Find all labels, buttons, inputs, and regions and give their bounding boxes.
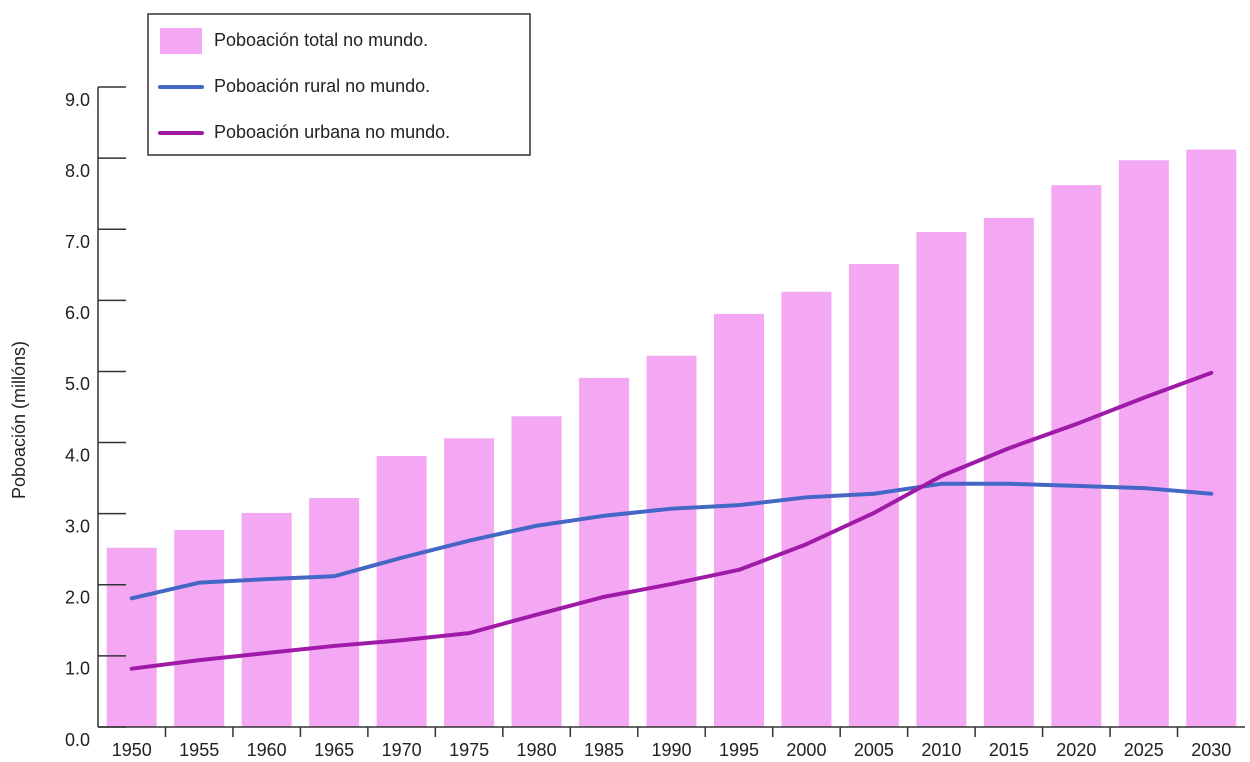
bar [579, 377, 630, 727]
x-tick-label: 2000 [786, 740, 826, 760]
bar [241, 512, 292, 727]
x-tick-label: 1960 [247, 740, 287, 760]
x-tick-label: 1985 [584, 740, 624, 760]
bar [983, 217, 1034, 727]
y-tick-label: 4.0 [65, 445, 90, 465]
y-tick-label: 3.0 [65, 516, 90, 536]
y-tick-label: 9.0 [65, 90, 90, 110]
x-tick-label: 2010 [921, 740, 961, 760]
legend-swatch [160, 28, 202, 54]
legend-label: Poboación total no mundo. [214, 30, 428, 50]
y-tick-label: 1.0 [65, 659, 90, 679]
bar [444, 438, 495, 727]
bar [376, 456, 427, 727]
y-tick-label: 2.0 [65, 588, 90, 608]
y-axis-label: Poboación (millóns) [9, 341, 29, 499]
bar [106, 547, 157, 727]
x-tick-label: 2005 [854, 740, 894, 760]
x-tick-label: 1955 [179, 740, 219, 760]
x-tick-label: 1975 [449, 740, 489, 760]
x-tick-label: 1965 [314, 740, 354, 760]
bar [174, 530, 225, 727]
x-tick-label: 1995 [719, 740, 759, 760]
x-tick-label: 2020 [1056, 740, 1096, 760]
bar [1186, 149, 1237, 728]
bar [916, 232, 967, 728]
x-tick-label: 1980 [517, 740, 557, 760]
x-tick-label: 1990 [651, 740, 691, 760]
x-tick-label: 1970 [382, 740, 422, 760]
bar [646, 355, 697, 727]
y-tick-label: 8.0 [65, 161, 90, 181]
line-series [129, 370, 1214, 671]
legend-label: Poboación urbana no mundo. [214, 122, 450, 142]
bar [1051, 185, 1102, 728]
y-tick-label: 0.0 [65, 730, 90, 750]
bar [309, 498, 360, 727]
x-tick-label: 2025 [1124, 740, 1164, 760]
x-tick-label: 2015 [989, 740, 1029, 760]
line-series [129, 481, 1214, 601]
bar [1118, 160, 1169, 727]
bar [781, 291, 832, 727]
legend-box [147, 13, 531, 156]
y-tick-label: 7.0 [65, 232, 90, 252]
x-tick-label: 1950 [112, 740, 152, 760]
bar [713, 313, 764, 727]
bar [511, 416, 562, 727]
x-tick-label: 2030 [1191, 740, 1231, 760]
y-tick-label: 6.0 [65, 303, 90, 323]
legend-label: Poboación rural no mundo. [214, 76, 430, 96]
y-tick-label: 5.0 [65, 374, 90, 394]
